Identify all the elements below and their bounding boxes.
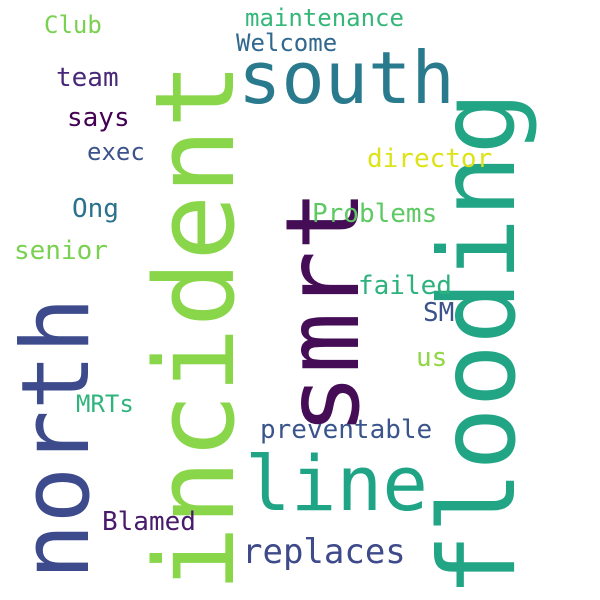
word-says: says (67, 103, 130, 133)
word-team: team (56, 63, 119, 93)
word-sm: SM (423, 298, 455, 328)
word-maintenance: maintenance (245, 4, 404, 32)
word-north: north (2, 297, 111, 580)
word-director: director (367, 144, 493, 174)
word-replaces: replaces (242, 532, 406, 572)
word-mrts: MRTs (76, 390, 134, 418)
word-club: Club (44, 11, 102, 39)
word-exec: exec (87, 138, 145, 166)
word-blamed: Blamed (102, 507, 196, 537)
word-preventable: preventable (260, 415, 433, 445)
word-line: line (245, 439, 429, 528)
word-senior: senior (14, 236, 108, 266)
word-welcome: Welcome (236, 29, 338, 57)
word-ong: Ong (72, 194, 119, 224)
word-us: us (416, 343, 448, 373)
word-south: south (238, 36, 455, 120)
word-failed: failed (358, 271, 452, 301)
word-problems: Problems (312, 199, 438, 229)
